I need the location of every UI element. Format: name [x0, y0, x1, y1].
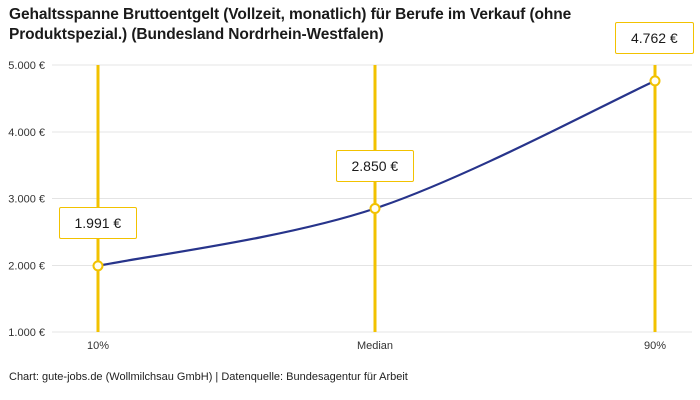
y-axis-tick-label: 2.000 € — [8, 260, 45, 272]
value-label-median: 2.850 € — [335, 149, 415, 182]
value-label-p10: 1.991 € — [58, 206, 138, 239]
chart-title: Gehaltsspanne Bruttoentgelt (Vollzeit, m… — [9, 6, 572, 44]
x-axis-tick-label: Median — [357, 340, 393, 352]
x-axis-tick-label: 10% — [87, 340, 109, 352]
y-axis-tick-label: 3.000 € — [8, 194, 45, 206]
data-point-marker — [369, 203, 381, 215]
y-axis-tick-label: 4.000 € — [8, 127, 45, 139]
value-label-p90: 4.762 € — [615, 21, 694, 54]
y-axis-tick-label: 1.000 € — [8, 327, 45, 339]
chart-footer: Chart: gute-jobs.de (Wollmilchsau GmbH) … — [9, 371, 408, 383]
x-axis-tick-label: 90% — [644, 340, 666, 352]
y-axis-tick-label: 5.000 € — [8, 60, 45, 72]
data-point-marker — [649, 75, 661, 87]
data-point-marker — [92, 260, 104, 272]
